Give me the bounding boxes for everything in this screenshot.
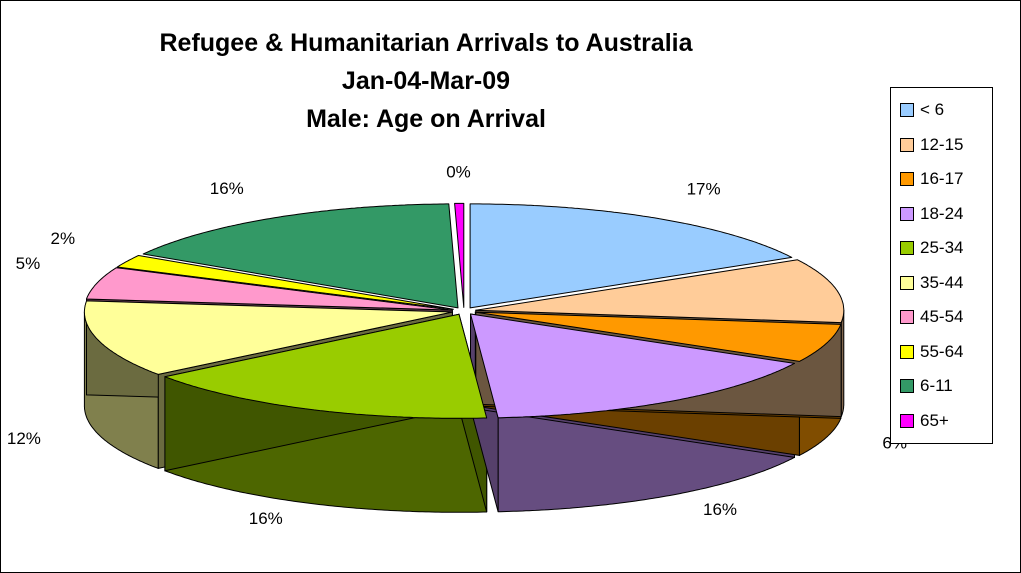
chart-title-line-2: Jan-04-Mar-09: [341, 67, 511, 95]
legend-item-7: 55-64: [900, 342, 963, 362]
legend-swatch: [900, 241, 914, 255]
slice-0: [469, 203, 793, 309]
legend-item-6: 45-54: [900, 307, 963, 327]
data-label-5: 12%: [7, 429, 41, 448]
slice-9: [454, 202, 465, 308]
legend-label: 45-54: [920, 307, 964, 326]
legend-swatch: [900, 344, 914, 359]
chart-title-line-1: Refugee & Humanitarian Arrivals to Austr…: [159, 29, 693, 57]
slice-8: [142, 203, 459, 309]
legend-label: 65+: [920, 410, 949, 430]
legend-item-5: 35-44: [900, 273, 963, 293]
legend-label: 35-44: [920, 272, 964, 292]
legend-label: 18-24: [920, 203, 964, 223]
legend-swatch: [900, 379, 914, 393]
legend-item-4: 25-34: [900, 238, 963, 258]
slice-6: [86, 267, 453, 311]
legend-item-3: 18-24: [900, 204, 963, 224]
chart-title-line-3: Male: Age on Arrival: [306, 105, 546, 133]
legend-label: 25-34: [920, 238, 964, 257]
legend-item-1: 12-15: [900, 135, 963, 155]
chart-legend: < 6 12-15 16-17 18-24 25-34 35-44 45-54 55-64 6-…: [890, 87, 993, 444]
data-label-9: 0%: [446, 162, 471, 181]
legend-swatch: [900, 206, 914, 221]
legend-swatch: [900, 413, 914, 428]
legend-item-8: 6-11: [900, 376, 953, 396]
legend-label: 16-17: [920, 169, 964, 188]
slice-5: [83, 300, 453, 375]
slice-7: [116, 255, 454, 310]
legend-item-0: < 6: [900, 100, 944, 120]
data-label-0: 17%: [687, 179, 721, 198]
data-label-4: 16%: [249, 509, 283, 528]
data-label-8: 16%: [210, 179, 244, 198]
slice-3: [470, 313, 795, 419]
legend-label: < 6: [920, 100, 945, 119]
data-label-6: 5%: [16, 254, 41, 273]
legend-item-2: 16-17: [900, 169, 963, 189]
data-label-7: 2%: [51, 229, 76, 248]
legend-item-9: 65+: [900, 411, 949, 431]
slice-1: [475, 259, 845, 324]
legend-label: 6-11: [920, 376, 953, 395]
legend-swatch: [900, 103, 914, 117]
legend-swatch: [900, 310, 914, 324]
slice-4: [164, 313, 488, 419]
legend-swatch: [900, 172, 914, 186]
legend-label: 12-15: [920, 134, 964, 154]
data-label-3: 16%: [703, 500, 737, 519]
legend-swatch: [900, 137, 914, 152]
legend-label: 55-64: [920, 341, 964, 361]
slice-2: [474, 311, 842, 362]
legend-swatch: [900, 275, 914, 290]
